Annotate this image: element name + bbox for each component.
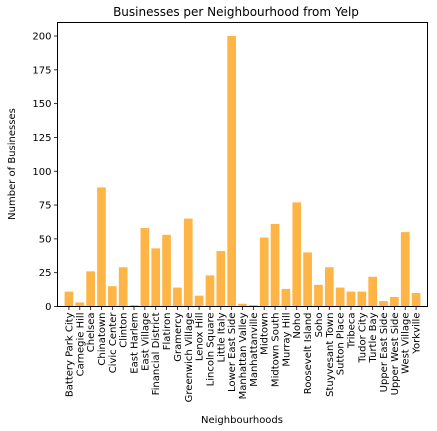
bar bbox=[173, 287, 182, 307]
y-tick-label: 100 bbox=[32, 167, 51, 178]
bar bbox=[411, 292, 421, 307]
y-tick-label: 25 bbox=[39, 268, 52, 279]
bar bbox=[368, 276, 378, 307]
bar bbox=[281, 288, 291, 307]
bar bbox=[118, 267, 128, 307]
bar bbox=[227, 36, 236, 307]
x-tick-label: Upper West Side bbox=[390, 313, 401, 396]
y-tick-label: 50 bbox=[39, 234, 52, 245]
y-tick-label: 75 bbox=[39, 201, 52, 212]
x-tick-label: Upper East Side bbox=[379, 313, 390, 393]
bar bbox=[194, 295, 204, 307]
bar bbox=[75, 302, 85, 307]
x-tick-label: Gramercy bbox=[173, 312, 184, 361]
bar bbox=[107, 286, 117, 307]
x-tick-label: Civic Center bbox=[108, 312, 119, 374]
bar bbox=[324, 267, 334, 307]
y-tick-label: 125 bbox=[32, 133, 51, 144]
bar bbox=[238, 303, 247, 307]
bar bbox=[151, 248, 161, 307]
bar bbox=[249, 305, 258, 307]
bar bbox=[390, 297, 399, 307]
y-tick-label: 175 bbox=[32, 65, 51, 76]
y-axis-title: Number of Businesses bbox=[7, 108, 18, 220]
x-tick-label: Little Italy bbox=[216, 312, 227, 362]
x-tick-label: Turtle Bay bbox=[368, 312, 379, 363]
bar bbox=[86, 271, 95, 307]
x-axis-title: Neighbourhoods bbox=[201, 415, 283, 426]
y-tick-label: 150 bbox=[32, 99, 51, 110]
bar bbox=[400, 232, 410, 307]
bar bbox=[97, 187, 106, 307]
x-tick-label: Stuyvesant Town bbox=[325, 313, 336, 397]
x-tick-label: Lincoln Square bbox=[205, 313, 216, 387]
x-tick-label: Chinatown bbox=[97, 313, 108, 366]
x-tick-label: Greenwich Village bbox=[184, 313, 195, 403]
x-tick-label: East Village bbox=[140, 313, 151, 371]
x-tick-label: Yorkville bbox=[412, 313, 423, 355]
x-tick-label: Battery Park City bbox=[64, 312, 75, 397]
x-tick-label: Financial District bbox=[151, 312, 162, 395]
bar bbox=[183, 218, 193, 307]
bar bbox=[303, 252, 312, 307]
x-tick-label: Sutton Place bbox=[336, 313, 347, 376]
chart-title: Businesses per Neighbourhood from Yelp bbox=[113, 5, 359, 19]
x-tick-label: Carnegie Hill bbox=[75, 313, 86, 377]
x-tick-label: Manhattanville bbox=[249, 313, 260, 387]
x-tick-label: Tribeca bbox=[346, 313, 357, 350]
x-tick-label: Manhattan Valley bbox=[238, 312, 249, 399]
x-tick-label: Noho bbox=[292, 313, 303, 339]
x-tick-label: Tudor City bbox=[357, 312, 368, 363]
bar bbox=[314, 284, 323, 307]
x-tick-label: Clinton bbox=[119, 313, 130, 348]
x-axis: Battery Park City Carnegie Hill Chelsea Chi… bbox=[64, 306, 423, 403]
bar bbox=[292, 202, 302, 307]
bar bbox=[216, 251, 226, 307]
bar bbox=[205, 275, 215, 307]
bar bbox=[379, 301, 388, 307]
bar bbox=[64, 291, 74, 307]
bar bbox=[335, 287, 345, 307]
bar bbox=[270, 224, 280, 307]
plot-frame bbox=[57, 22, 428, 307]
x-tick-label: West Village bbox=[401, 313, 412, 374]
bar bbox=[346, 291, 356, 307]
bar bbox=[140, 228, 150, 307]
x-tick-label: Roosevelt Island bbox=[303, 313, 314, 395]
bar bbox=[259, 237, 269, 307]
x-tick-label: Flatiron bbox=[162, 313, 173, 351]
x-tick-label: Murray Hill bbox=[281, 313, 292, 367]
y-tick-label: 0 bbox=[45, 302, 51, 313]
x-tick-label: Soho bbox=[314, 313, 325, 338]
bars-group bbox=[64, 36, 421, 307]
x-tick-label: Lenox Hill bbox=[195, 313, 206, 362]
y-tick-label: 200 bbox=[32, 32, 51, 43]
x-tick-label: Midtown bbox=[260, 313, 271, 355]
bar bbox=[129, 305, 139, 307]
bar bbox=[357, 291, 367, 307]
x-tick-label: Chelsea bbox=[86, 313, 97, 353]
x-tick-label: Lower East Side bbox=[227, 313, 238, 393]
y-axis: 0 25 50 75 100 125 150 175 200 bbox=[32, 32, 58, 313]
bar bbox=[162, 234, 171, 307]
x-tick-label: East Harlem bbox=[130, 313, 141, 374]
x-tick-label: Midtown South bbox=[271, 313, 282, 388]
